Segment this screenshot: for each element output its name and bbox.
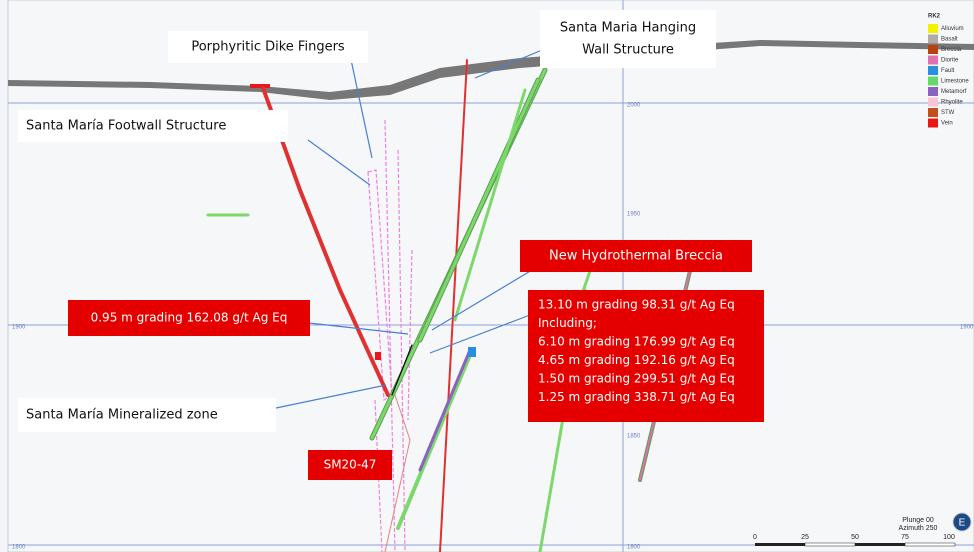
callout-box [68, 300, 310, 336]
legend-label: Fault [941, 68, 955, 74]
vein-marker [250, 84, 270, 88]
callout: Santa María Footwall Structure [26, 119, 226, 134]
grid-label: 1800 [627, 545, 641, 551]
legend-label: STW [941, 110, 955, 116]
legend-swatch [928, 87, 938, 96]
legend-swatch [928, 34, 938, 44]
legend-label: Limestone [941, 79, 969, 85]
result-line: 1.25 m grading 338.71 g/t Ag Eq [538, 390, 735, 404]
callout: Santa María Mineralized zone [26, 408, 218, 423]
legend-label: Breccia [941, 47, 962, 53]
vein-marker [375, 352, 381, 360]
callout: 0.95 m grading 162.08 g/t Ag Eq [91, 311, 288, 325]
callout: Santa Maria Hanging [560, 21, 696, 36]
leader-lines [275, 39, 567, 409]
result-line: Including; [538, 316, 597, 330]
scale-label: 25 [801, 534, 809, 541]
frame [7, 0, 974, 552]
callout-box [18, 110, 288, 142]
legend-label: Metamorf [941, 89, 967, 95]
compass-label: E [959, 518, 966, 529]
grid-label: 1950 [627, 212, 641, 218]
callout: Wall Structure [582, 43, 674, 58]
legend-swatch [928, 45, 938, 54]
legend-swatch [928, 55, 938, 65]
grid-label: 1800 [12, 545, 26, 551]
result-line: 1.50 m grading 299.51 g/t Ag Eq [538, 372, 735, 386]
callout: New Hydrothermal Breccia [549, 249, 723, 264]
legend-swatch [928, 24, 938, 33]
hole-label-box [308, 450, 392, 480]
compass [952, 512, 972, 532]
callout: Porphyritic Dike Fingers [191, 40, 345, 55]
legend-label: Rhyolite [941, 100, 963, 106]
legend-swatch [928, 118, 938, 128]
result-line: 6.10 m grading 176.99 g/t Ag Eq [538, 335, 735, 349]
plunge: Plunge 00 [902, 517, 934, 524]
legend-swatch [928, 97, 938, 107]
callout-box [18, 398, 276, 432]
scale-bar [755, 542, 956, 547]
legend-label: Diorite [941, 58, 959, 64]
grid-label: 1900 [960, 325, 974, 331]
callout-box [168, 31, 368, 63]
legend-title: RK2 [928, 14, 941, 20]
legend-swatch [928, 66, 938, 75]
scale-label: 100 [943, 534, 955, 541]
results-box [528, 290, 764, 422]
legend-label: Alluvium [941, 26, 964, 32]
callout-box [520, 240, 752, 272]
legend-label: Vein [941, 121, 953, 127]
legend-swatch [928, 76, 938, 86]
grid-label: 1850 [627, 434, 641, 440]
result-line: 13.10 m grading 98.31 g/t Ag Eq [538, 298, 735, 312]
fault-marker [468, 347, 476, 357]
callout-box [540, 10, 716, 68]
grid-label: 1900 [12, 325, 26, 331]
azimuth: Azimuth 250 [899, 525, 938, 532]
scale-label: 0 [753, 534, 757, 541]
legend-label: Basalt [941, 37, 958, 43]
scale-label: 50 [851, 534, 859, 541]
result-line: 4.65 m grading 192.16 g/t Ag Eq [538, 353, 735, 367]
topography [8, 40, 974, 100]
scale-label: 75 [901, 534, 909, 541]
hole-label: SM20-47 [324, 458, 377, 472]
grid-label: 2000 [627, 103, 641, 109]
legend-swatch [928, 108, 938, 117]
